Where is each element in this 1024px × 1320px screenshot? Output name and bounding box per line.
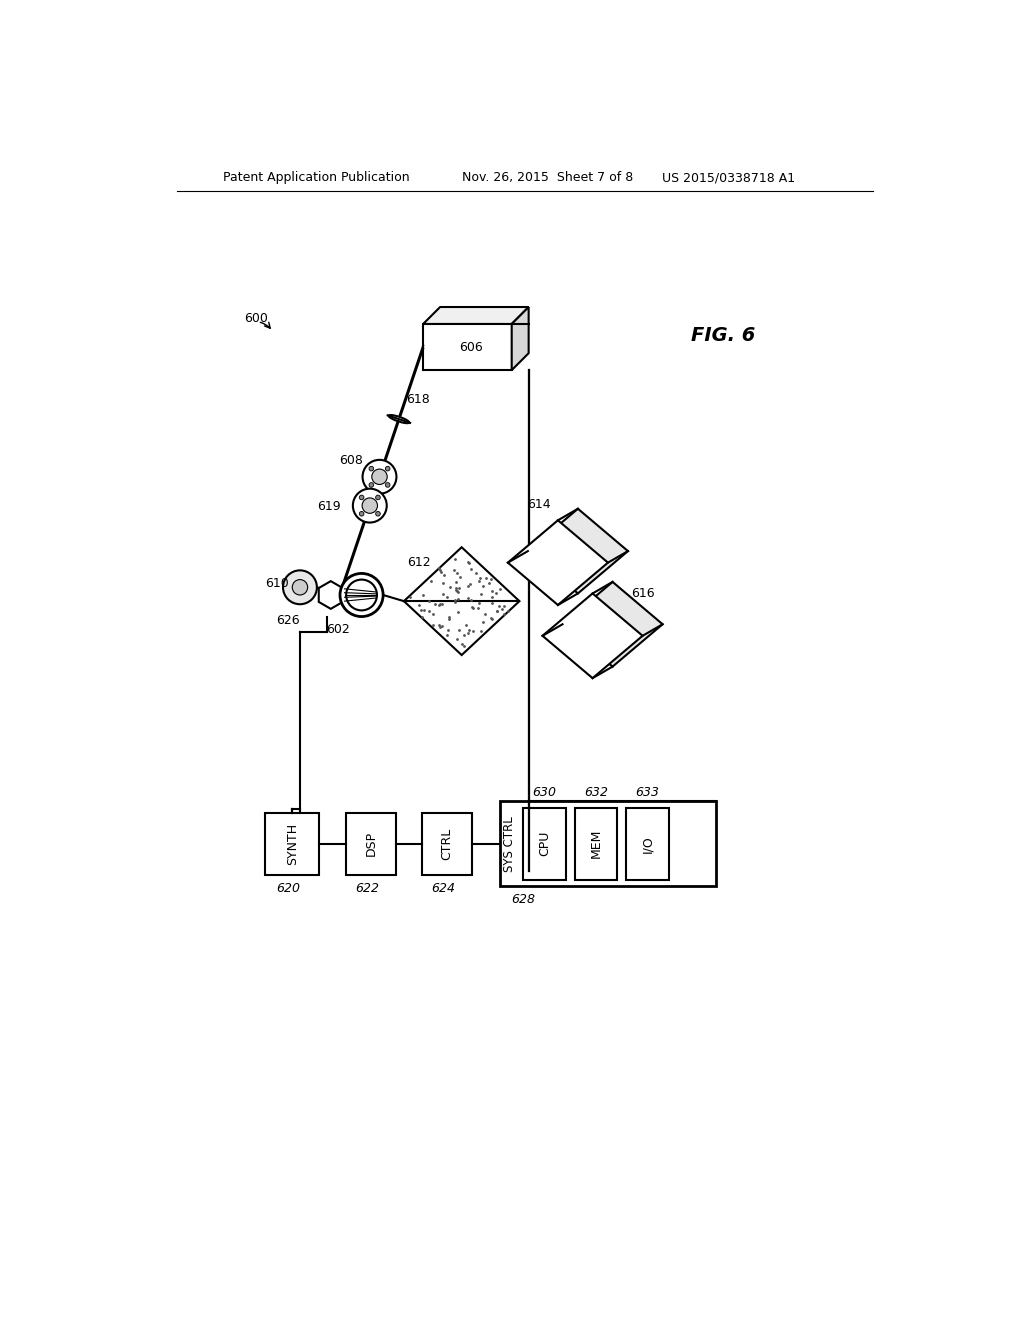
Polygon shape — [508, 520, 608, 605]
Text: 624: 624 — [431, 882, 455, 895]
Text: 616: 616 — [631, 587, 654, 601]
Text: 606: 606 — [459, 341, 482, 354]
Polygon shape — [543, 594, 643, 678]
Circle shape — [369, 483, 374, 487]
Polygon shape — [562, 582, 663, 667]
Circle shape — [340, 573, 383, 616]
Text: I/O: I/O — [641, 834, 654, 853]
Text: SYS CTRL: SYS CTRL — [503, 816, 516, 871]
Text: 619: 619 — [316, 500, 340, 513]
Text: MEM: MEM — [590, 829, 602, 858]
Text: 618: 618 — [407, 393, 430, 407]
Circle shape — [346, 579, 377, 610]
Circle shape — [359, 495, 364, 500]
Text: SYNTH: SYNTH — [286, 822, 299, 865]
Text: Patent Application Publication: Patent Application Publication — [223, 172, 410, 185]
Circle shape — [385, 483, 390, 487]
Polygon shape — [403, 548, 519, 655]
Text: CTRL: CTRL — [440, 828, 454, 859]
FancyBboxPatch shape — [500, 801, 716, 886]
Text: 610: 610 — [265, 577, 289, 590]
Text: 633: 633 — [636, 785, 659, 799]
Circle shape — [385, 466, 390, 471]
Circle shape — [362, 498, 378, 513]
Circle shape — [369, 466, 374, 471]
Text: 600: 600 — [245, 312, 268, 325]
Circle shape — [376, 511, 380, 516]
Text: 612: 612 — [408, 556, 431, 569]
Polygon shape — [423, 308, 528, 323]
Text: 614: 614 — [526, 499, 551, 511]
FancyBboxPatch shape — [265, 813, 319, 875]
Text: DSP: DSP — [365, 832, 378, 857]
FancyBboxPatch shape — [523, 808, 565, 880]
Circle shape — [359, 511, 364, 516]
Text: 630: 630 — [532, 785, 556, 799]
Polygon shape — [527, 508, 628, 594]
Text: US 2015/0338718 A1: US 2015/0338718 A1 — [662, 172, 795, 185]
Text: 632: 632 — [584, 785, 608, 799]
Polygon shape — [318, 581, 343, 609]
Circle shape — [283, 570, 316, 605]
Text: FIG. 6: FIG. 6 — [691, 326, 756, 345]
FancyBboxPatch shape — [627, 808, 669, 880]
Text: CPU: CPU — [538, 832, 551, 857]
FancyBboxPatch shape — [346, 813, 396, 875]
Circle shape — [362, 459, 396, 494]
Text: Nov. 26, 2015  Sheet 7 of 8: Nov. 26, 2015 Sheet 7 of 8 — [462, 172, 633, 185]
Circle shape — [292, 579, 307, 595]
Polygon shape — [512, 308, 528, 370]
Circle shape — [376, 495, 380, 500]
Text: 608: 608 — [340, 454, 364, 467]
Text: 602: 602 — [327, 623, 350, 636]
Polygon shape — [389, 414, 410, 424]
Circle shape — [372, 469, 387, 484]
Text: 622: 622 — [355, 882, 379, 895]
Text: 626: 626 — [276, 614, 300, 627]
Text: 628: 628 — [511, 894, 536, 907]
Circle shape — [353, 488, 387, 523]
FancyBboxPatch shape — [574, 808, 617, 880]
FancyBboxPatch shape — [422, 813, 472, 875]
FancyBboxPatch shape — [423, 323, 512, 370]
Text: 620: 620 — [276, 882, 300, 895]
